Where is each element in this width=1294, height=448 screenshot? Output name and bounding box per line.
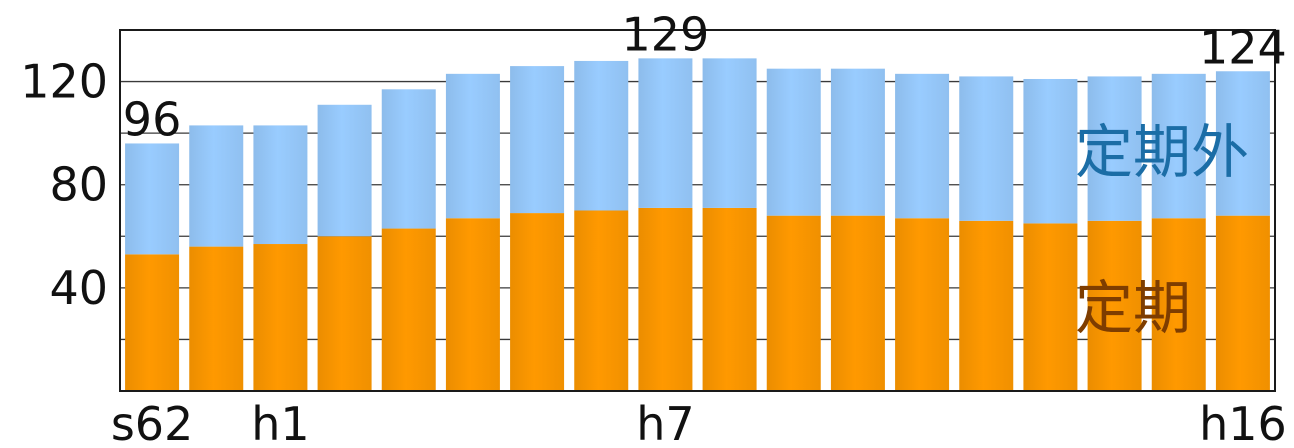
- series-label-teiki: 定期: [1075, 274, 1191, 342]
- bar-segment-1-4: [381, 89, 436, 229]
- bar-segment-1-0: [125, 143, 180, 255]
- bar-segment-0-11: [830, 215, 885, 391]
- bar-segment-1-2: [253, 125, 308, 245]
- total-value-label: 124: [1199, 20, 1287, 74]
- bar-segment-1-1: [189, 125, 244, 247]
- total-value-labels: 96 129 124: [123, 7, 1287, 146]
- bar-segment-1-3: [317, 104, 372, 237]
- y-tick-label: 40: [49, 261, 108, 315]
- plot-frame: [119, 29, 1276, 392]
- bar-segment-0-13: [959, 220, 1014, 391]
- bar-segment-1-14: [1023, 78, 1078, 224]
- bar-segment-1-11: [830, 68, 885, 216]
- bar-segment-0-9: [702, 207, 757, 391]
- bar-segment-1-15: [1087, 76, 1142, 221]
- bars: [125, 58, 1270, 391]
- bar-segment-0-10: [766, 215, 821, 391]
- bar-segment-0-12: [895, 218, 950, 391]
- bar-segment-1-8: [638, 58, 693, 208]
- x-tick-label: h7: [636, 397, 694, 448]
- bar-segment-1-7: [574, 60, 629, 211]
- bar-segment-0-0: [125, 254, 180, 391]
- x-axis-tick-labels: s62 h1 h7 h16: [111, 397, 1287, 448]
- bar-segment-0-17: [1215, 215, 1270, 391]
- y-tick-label: 80: [49, 158, 108, 212]
- bar-segment-0-4: [381, 228, 436, 391]
- total-value-label: 129: [622, 7, 710, 61]
- x-tick-label: s62: [111, 397, 194, 448]
- bar-segment-0-6: [510, 213, 565, 391]
- y-axis-tick-labels: 40 80 120: [20, 55, 108, 315]
- bar-segment-1-16: [1151, 73, 1206, 219]
- bar-segment-1-17: [1215, 71, 1270, 216]
- gridlines: [120, 80, 1275, 341]
- x-tick-label: h16: [1199, 397, 1287, 448]
- bar-segment-0-3: [317, 236, 372, 391]
- x-tick-label: h1: [251, 397, 309, 448]
- bar-segment-1-10: [766, 68, 821, 216]
- bar-segment-0-2: [253, 244, 308, 391]
- bar-segment-0-8: [638, 207, 693, 391]
- bar-segment-1-13: [959, 76, 1014, 221]
- bar-segment-0-16: [1151, 218, 1206, 391]
- bar-segment-0-7: [574, 210, 629, 391]
- bar-segment-1-5: [445, 73, 500, 219]
- bar-segment-0-15: [1087, 220, 1142, 391]
- series-label-teikigai: 定期外: [1075, 118, 1249, 186]
- bar-segment-0-5: [445, 218, 500, 391]
- total-value-label: 96: [123, 92, 182, 146]
- bar-segment-1-12: [895, 73, 950, 219]
- bar-segment-1-9: [702, 58, 757, 208]
- bar-segment-0-14: [1023, 223, 1078, 391]
- y-tick-label: 120: [20, 55, 108, 109]
- bar-segment-1-6: [510, 66, 565, 214]
- bar-segment-0-1: [189, 246, 244, 391]
